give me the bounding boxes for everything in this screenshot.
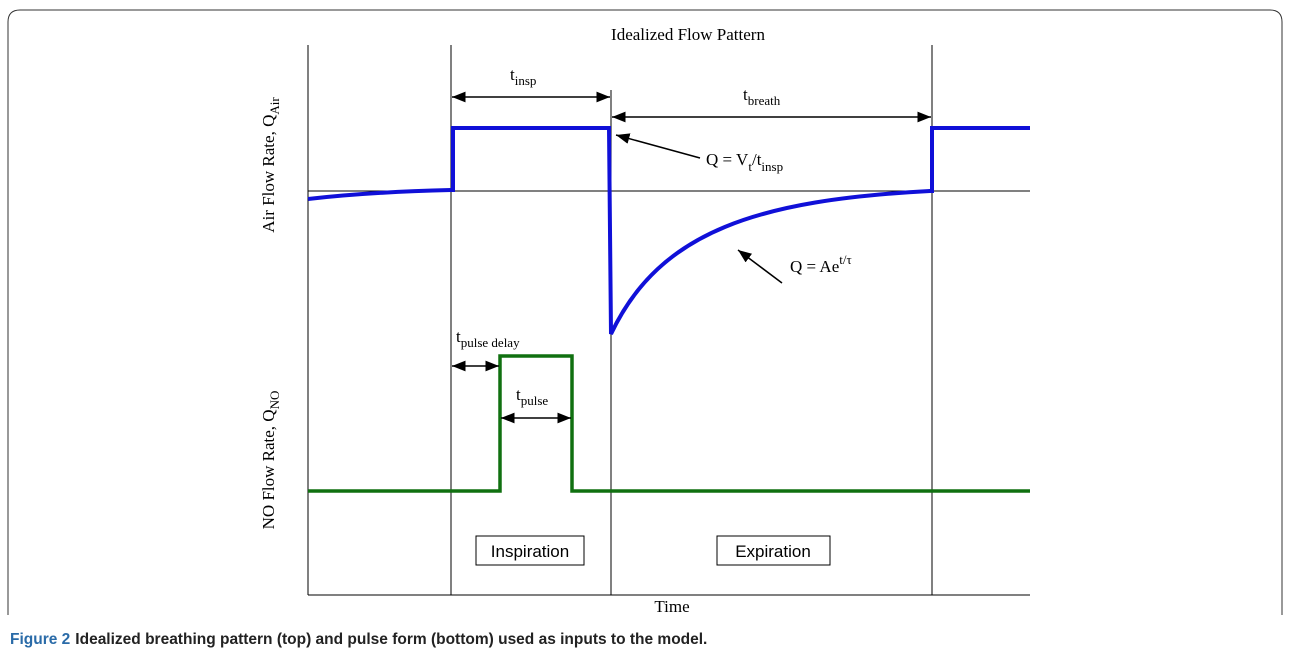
text: NO — [267, 391, 282, 410]
frame — [7, 9, 1283, 615]
axes — [307, 45, 1030, 596]
annotation: tinsp — [510, 65, 536, 88]
text: /t — [752, 150, 762, 169]
text: Q = Ae — [790, 257, 839, 276]
y-label-no: NO Flow Rate, QNO — [259, 391, 282, 530]
text: Air — [267, 97, 282, 115]
text: breath — [748, 93, 781, 108]
x-label: Time — [654, 597, 689, 616]
annotation: tpulse — [516, 385, 548, 408]
annotation: Q = Aet/τ — [790, 252, 852, 276]
text: t — [510, 65, 515, 84]
text: Figure 2 — [10, 631, 70, 648]
text: pulse — [521, 393, 549, 408]
y-label-air: Air Flow Rate, QAir — [259, 97, 282, 233]
box — [475, 535, 585, 566]
text: t — [748, 159, 752, 174]
text: insp — [761, 159, 783, 174]
box-label: Expiration — [735, 542, 811, 561]
text: t — [743, 85, 748, 104]
text: Air Flow Rate, Q — [259, 115, 278, 233]
annotation: tbreath — [743, 85, 781, 108]
text: insp — [515, 73, 537, 88]
annotation: tpulse delay — [456, 327, 520, 350]
text: t — [516, 385, 521, 404]
title: Idealized Flow Pattern — [611, 25, 765, 44]
annotation: Q = Vt/tinsp — [706, 150, 783, 174]
box — [716, 535, 831, 566]
air-flow-curve — [307, 126, 1030, 335]
text: t — [456, 327, 461, 346]
no-flow-curve — [308, 354, 1030, 493]
caption: Figure 2 Idealized breathing pattern (top… — [10, 631, 707, 648]
text: Idealized breathing pattern (top) and pu… — [75, 631, 707, 648]
arrows — [452, 91, 931, 424]
text: NO Flow Rate, Q — [259, 409, 278, 529]
text: pulse delay — [461, 335, 520, 350]
box-label: Inspiration — [491, 542, 569, 561]
text: t/τ — [839, 252, 851, 267]
text: Q = V — [706, 150, 749, 169]
